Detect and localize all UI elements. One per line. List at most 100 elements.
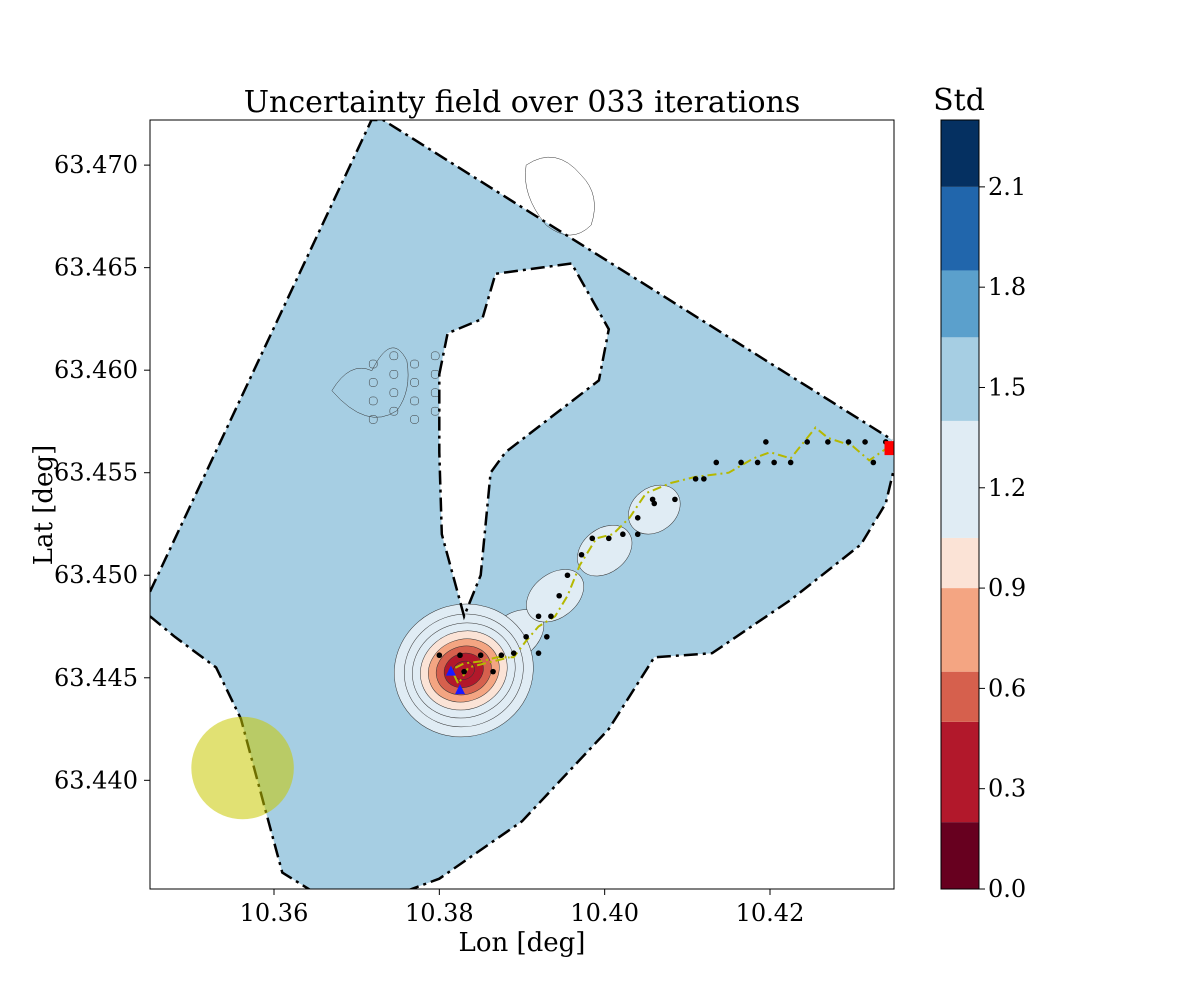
contour-ring [410,396,419,406]
waypoint [477,652,484,659]
colorbar-band [941,671,979,722]
waypoint [845,439,852,445]
waypoint [771,459,777,466]
waypoint [825,439,831,445]
colorbar-tick-label: 1.5 [988,373,1026,401]
contour-ring [389,406,399,416]
trajectory [450,426,891,687]
plot-area [150,120,894,889]
y-tick-label: 63.455 [54,459,138,487]
contour-ring [389,370,399,379]
contour-ring [389,388,399,397]
y-tick-label: 63.445 [54,664,138,692]
colorbar: 0.0 0.3 0.6 0.9 1.2 1.5 1.8 2.1 [940,119,1026,903]
waypoint [862,439,868,445]
colorbar-band [941,588,979,672]
waypoint [634,531,641,538]
colorbar-band [941,337,979,421]
boundaries [150,120,894,889]
axes-frame [149,119,895,890]
waypoint [701,476,707,482]
y-tick-label: 63.460 [54,356,138,384]
island-boundary [438,262,611,621]
colorbar-band [941,186,979,271]
obstacle-circle [191,716,294,820]
waypoint [556,592,562,599]
contour-ring [331,347,409,418]
x-axis-ticks: 10.36 10.38 10.40 10.42 [240,889,805,927]
contour-ring [368,415,378,424]
y-tick-label: 63.450 [54,561,138,589]
y-axis-ticks: 63.440 63.445 63.450 63.455 63.460 63.465 63.4… [54,151,150,794]
tail-contour [526,569,584,623]
x-tick-label: 10.38 [405,899,474,927]
x-tick-label: 10.36 [240,899,309,927]
colorbar-band [941,270,979,338]
colorbar-label: Std [933,83,985,118]
field-area [150,120,894,889]
waypoint [713,459,720,466]
waypoint [523,633,529,640]
x-axis-label: Lon [deg] [459,928,586,958]
chart-title: Uncertainty field over 033 iterations [244,85,801,120]
waypoint [606,535,612,542]
waypoint [589,535,596,542]
waypoint [510,650,517,656]
colorbar-tick-label: 0.9 [988,574,1026,602]
contour-ring [410,359,419,369]
y-tick-label: 63.440 [54,766,138,794]
waypoint [498,652,505,659]
waypoint [535,613,542,620]
contour-ring [525,156,595,236]
y-tick-label: 63.465 [54,254,138,282]
contour-ring [410,378,419,387]
waypoint [620,531,626,538]
colorbar-tick-label: 0.3 [988,775,1026,803]
y-tick-label: 63.470 [54,151,138,179]
waypoint [544,633,550,640]
colorbar-band [941,537,979,589]
colorbar-tick-label: 1.2 [988,474,1026,502]
colorbar-tick-label: 2.1 [988,173,1026,201]
colorbar-tick-label: 0.0 [988,875,1026,903]
contour-ring [410,415,419,424]
waypoint [870,459,877,466]
waypoint [763,439,769,445]
waypoint [461,668,467,675]
colorbar-band [941,120,979,187]
tail-contour [628,484,681,535]
waypoint [787,459,794,466]
start-marker [455,684,465,695]
waypoint [672,496,678,503]
shoreline-boundary [150,468,894,889]
colorbar-band [941,822,979,889]
trajectory-line [450,426,891,687]
waypoint [535,650,542,656]
small-contour-lines [331,156,595,424]
waypoint [457,652,463,659]
waypoint [692,476,699,482]
start-marker [445,665,456,676]
y-axis-label: Lat [deg] [29,445,59,565]
colorbar-band [941,420,979,538]
waypoint [578,551,585,558]
waypoint [754,459,761,466]
colorbar-band [941,721,979,823]
uncertainty-field [150,120,894,889]
x-tick-label: 10.42 [736,899,805,927]
colorbar-tick-label: 0.6 [988,674,1026,702]
waypoint [564,572,571,579]
colorbar-tick-label: 1.8 [988,273,1026,301]
contour-ring [389,351,399,361]
contour-ring [430,351,440,361]
contour-ring [368,378,378,387]
waypoint [804,439,810,445]
waypoint [634,515,641,521]
waypoint [738,459,744,466]
colorbar-frame [940,119,980,890]
island-area [439,263,609,617]
waypoint [490,668,496,675]
waypoint [548,613,554,620]
waypoint [436,652,443,659]
